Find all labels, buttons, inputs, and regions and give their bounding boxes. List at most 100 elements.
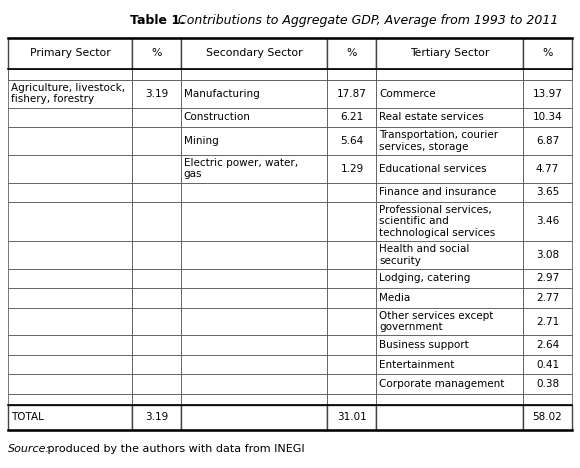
Bar: [132, 269, 181, 288]
Bar: [132, 69, 181, 80]
Bar: [132, 202, 181, 241]
Text: 2.77: 2.77: [536, 293, 559, 303]
Text: Source:: Source:: [8, 444, 50, 454]
Bar: [328, 336, 376, 355]
Bar: [132, 374, 181, 394]
Bar: [8, 241, 132, 269]
Text: Lodging, catering: Lodging, catering: [379, 273, 471, 284]
Text: Secondary Sector: Secondary Sector: [206, 48, 302, 58]
Bar: [376, 108, 523, 127]
Bar: [523, 80, 572, 108]
Bar: [328, 355, 376, 374]
Bar: [8, 183, 132, 202]
Text: Health and social
security: Health and social security: [379, 244, 470, 266]
Text: Agriculture, livestock,
fishery, forestry: Agriculture, livestock, fishery, forestr…: [11, 83, 125, 104]
Text: 0.41: 0.41: [536, 360, 559, 370]
Bar: [523, 374, 572, 394]
Text: Manufacturing: Manufacturing: [184, 88, 259, 99]
Bar: [376, 155, 523, 183]
Text: 31.01: 31.01: [337, 412, 367, 423]
Bar: [8, 288, 132, 307]
Bar: [376, 394, 523, 405]
Bar: [132, 336, 181, 355]
Text: 3.19: 3.19: [145, 412, 168, 423]
Text: Contributions to Aggregate GDP, Average from 1993 to 2011: Contributions to Aggregate GDP, Average …: [174, 14, 559, 27]
Text: Transportation, courier
services, storage: Transportation, courier services, storag…: [379, 130, 499, 152]
Bar: [8, 38, 132, 69]
Bar: [376, 269, 523, 288]
Bar: [132, 155, 181, 183]
Bar: [181, 127, 328, 155]
Bar: [132, 127, 181, 155]
Bar: [328, 38, 376, 69]
Bar: [181, 394, 328, 405]
Bar: [8, 394, 132, 405]
Bar: [181, 288, 328, 307]
Text: 0.38: 0.38: [536, 379, 559, 389]
Bar: [523, 355, 572, 374]
Bar: [523, 202, 572, 241]
Bar: [181, 69, 328, 80]
Text: %: %: [542, 48, 553, 58]
Bar: [376, 80, 523, 108]
Bar: [328, 288, 376, 307]
Bar: [376, 183, 523, 202]
Bar: [523, 108, 572, 127]
Text: 17.87: 17.87: [337, 88, 367, 99]
Bar: [376, 405, 523, 430]
Bar: [181, 336, 328, 355]
Text: Real estate services: Real estate services: [379, 112, 484, 122]
Bar: [523, 183, 572, 202]
Bar: [376, 241, 523, 269]
Text: 3.65: 3.65: [536, 187, 559, 197]
Bar: [523, 269, 572, 288]
Bar: [181, 269, 328, 288]
Text: %: %: [347, 48, 357, 58]
Bar: [523, 288, 572, 307]
Bar: [8, 202, 132, 241]
Text: 6.87: 6.87: [536, 136, 559, 146]
Bar: [328, 269, 376, 288]
Text: Primary Sector: Primary Sector: [30, 48, 110, 58]
Text: 13.97: 13.97: [532, 88, 563, 99]
Text: 5.64: 5.64: [340, 136, 364, 146]
Bar: [8, 336, 132, 355]
Bar: [376, 288, 523, 307]
Text: Media: Media: [379, 293, 411, 303]
Bar: [132, 38, 181, 69]
Text: TOTAL: TOTAL: [11, 412, 44, 423]
Text: Educational services: Educational services: [379, 164, 487, 174]
Bar: [132, 405, 181, 430]
Bar: [523, 405, 572, 430]
Bar: [328, 307, 376, 336]
Bar: [181, 355, 328, 374]
Bar: [132, 394, 181, 405]
Bar: [523, 336, 572, 355]
Bar: [8, 374, 132, 394]
Bar: [376, 374, 523, 394]
Text: 4.77: 4.77: [536, 164, 559, 174]
Text: Electric power, water,
gas: Electric power, water, gas: [184, 158, 298, 179]
Bar: [376, 38, 523, 69]
Text: Tertiary Sector: Tertiary Sector: [410, 48, 490, 58]
Bar: [523, 69, 572, 80]
Bar: [523, 38, 572, 69]
Text: 10.34: 10.34: [532, 112, 563, 122]
Text: Table 1.: Table 1.: [130, 14, 185, 27]
Text: produced by the authors with data from INEGI: produced by the authors with data from I…: [44, 444, 304, 454]
Bar: [523, 155, 572, 183]
Bar: [132, 307, 181, 336]
Bar: [181, 38, 328, 69]
Bar: [181, 374, 328, 394]
Bar: [328, 241, 376, 269]
Bar: [8, 355, 132, 374]
Text: 3.46: 3.46: [536, 217, 559, 227]
Bar: [8, 80, 132, 108]
Bar: [376, 202, 523, 241]
Text: Business support: Business support: [379, 340, 469, 350]
Text: 6.21: 6.21: [340, 112, 364, 122]
Bar: [376, 307, 523, 336]
Text: Entertainment: Entertainment: [379, 360, 455, 370]
Text: Commerce: Commerce: [379, 88, 436, 99]
Text: Construction: Construction: [184, 112, 251, 122]
